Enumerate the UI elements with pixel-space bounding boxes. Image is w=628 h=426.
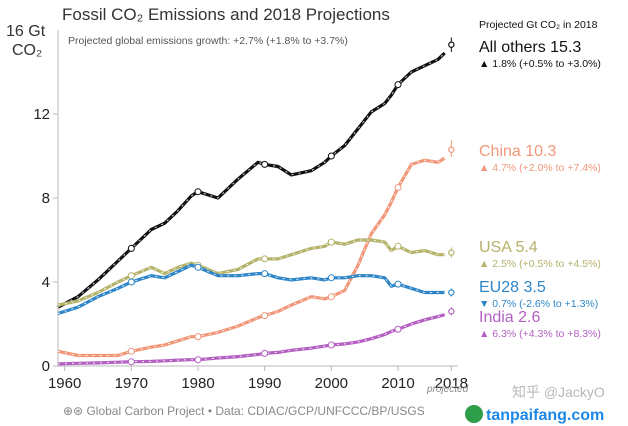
data-point-india bbox=[127, 358, 135, 366]
y-tick-label: 12 bbox=[33, 106, 50, 123]
axes: 0 4 8 12 1960 1970 1980 1990 2000 2010 2018 bbox=[33, 30, 468, 392]
y-tick-label: 8 bbox=[42, 190, 50, 207]
chart-title: Fossil CO₂ Emissions and 2018 Projection… bbox=[62, 5, 390, 24]
series-texture-all-others bbox=[57, 52, 446, 308]
data-point-all-others bbox=[394, 81, 402, 89]
data-point-usa bbox=[327, 238, 335, 246]
series-lines bbox=[57, 37, 455, 366]
data-point-all-others bbox=[194, 188, 202, 196]
data-point-china bbox=[327, 293, 335, 301]
x-tick-label: 1960 bbox=[48, 375, 81, 392]
x-tick-label: 2018 bbox=[435, 375, 468, 392]
data-point-india bbox=[194, 356, 202, 364]
data-point-usa bbox=[127, 272, 135, 280]
data-point-china bbox=[194, 333, 202, 341]
footer-source: ⊕⊛ Global Carbon Project • Data: CDIAC/G… bbox=[63, 404, 425, 418]
legend-growth-usa: ▲ 2.5% (+0.5% to +4.5%) bbox=[479, 258, 601, 270]
series-line-usa bbox=[57, 238, 445, 307]
legend-growth-eu28: ▼ 0.7% (-2.6% to +1.3%) bbox=[479, 298, 598, 310]
series-line-eu28 bbox=[57, 263, 445, 316]
data-point-china bbox=[127, 347, 135, 355]
legend-label-eu28: EU28 3.5 bbox=[479, 279, 546, 296]
legend-label-china: China 10.3 bbox=[479, 143, 556, 160]
series-line-all-others bbox=[57, 51, 446, 309]
series-texture-usa bbox=[57, 239, 445, 306]
data-point-india bbox=[394, 325, 402, 333]
legend: Projected Gt CO₂ in 2018 All others 15.3… bbox=[479, 19, 601, 340]
brand-text: tanpaifang.com bbox=[486, 407, 604, 424]
growth-annotation: Projected global emissions growth: +2.7%… bbox=[68, 35, 348, 47]
data-point-usa bbox=[394, 242, 402, 250]
series-line-china bbox=[57, 156, 446, 358]
projection-point-india bbox=[448, 308, 455, 315]
y-axis-unit: CO₂ bbox=[12, 42, 42, 59]
x-tick-label: 2010 bbox=[381, 375, 414, 392]
watermark-handle: 知乎 @JackyO bbox=[512, 384, 605, 400]
legend-header: Projected Gt CO₂ in 2018 bbox=[479, 19, 598, 31]
x-tick-label: 1990 bbox=[248, 375, 281, 392]
series-texture-eu28 bbox=[57, 264, 445, 314]
projection-point-eu28 bbox=[448, 289, 455, 296]
x-tick-label: 1980 bbox=[181, 375, 214, 392]
data-point-china bbox=[394, 184, 402, 191]
legend-label-india: India 2.6 bbox=[479, 309, 540, 326]
data-point-usa bbox=[261, 255, 269, 263]
data-point-all-others bbox=[261, 160, 269, 168]
data-point-india bbox=[261, 349, 269, 357]
legend-growth-china: ▲ 4.7% (+2.0% to +7.4%) bbox=[479, 162, 601, 174]
brand-logo-icon bbox=[465, 405, 483, 423]
data-point-india bbox=[327, 341, 335, 349]
data-point-china bbox=[261, 312, 269, 320]
series-texture-china bbox=[57, 157, 445, 356]
projection-point-all-others bbox=[448, 41, 455, 48]
data-point-eu28 bbox=[194, 263, 202, 271]
legend-label-usa: USA 5.4 bbox=[479, 239, 538, 256]
legend-growth-india: ▲ 6.3% (+4.3% to +8.3%) bbox=[479, 328, 601, 340]
data-point-eu28 bbox=[127, 278, 135, 286]
legend-label-all-others: All others 15.3 bbox=[479, 39, 581, 56]
x-tick-label: 1970 bbox=[115, 375, 148, 392]
x-tick-label: 2000 bbox=[315, 375, 348, 392]
watermark-brand: tanpaifang.com bbox=[465, 405, 604, 424]
series-line-india bbox=[57, 313, 446, 366]
data-point-all-others bbox=[127, 244, 135, 252]
data-point-eu28 bbox=[327, 274, 335, 282]
projection-point-china bbox=[448, 146, 455, 153]
projection-point-usa bbox=[448, 249, 455, 256]
legend-growth-all-others: ▲ 1.8% (+0.5% to +3.0%) bbox=[479, 58, 601, 70]
y-tick-label: 4 bbox=[42, 274, 50, 291]
y-tick-label: 0 bbox=[42, 358, 50, 375]
data-point-all-others bbox=[327, 152, 335, 160]
data-point-eu28 bbox=[261, 270, 269, 278]
data-point-eu28 bbox=[394, 280, 402, 288]
y-axis-label: 16 Gt bbox=[6, 23, 46, 40]
projected-note: projected bbox=[426, 384, 469, 395]
